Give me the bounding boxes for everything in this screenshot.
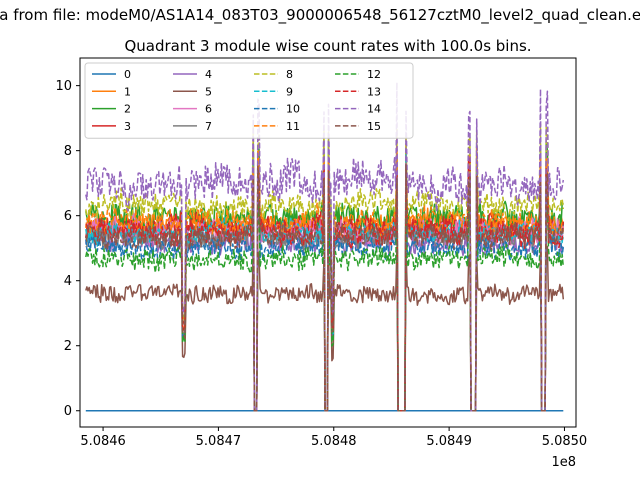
x-tick-label: 5.0849 — [426, 434, 472, 449]
legend-label-4: 4 — [205, 68, 212, 81]
legend-label-6: 6 — [205, 103, 212, 116]
x-tick-label: 5.0848 — [311, 434, 357, 449]
x-tick-label: 5.0846 — [80, 434, 126, 449]
series-line-15 — [85, 164, 565, 412]
y-tick-label: 10 — [55, 79, 72, 94]
y-tick-label: 8 — [64, 144, 72, 159]
legend-label-2: 2 — [124, 103, 131, 116]
legend-label-7: 7 — [205, 120, 212, 133]
legend-label-5: 5 — [205, 85, 212, 98]
legend-label-3: 3 — [124, 120, 131, 133]
x-tick-label: 5.0850 — [542, 434, 588, 449]
y-tick-label: 0 — [64, 404, 72, 419]
y-axis: 0 2 4 6 8 10 — [55, 79, 80, 419]
legend-label-0: 0 — [124, 68, 131, 81]
legend-label-9: 9 — [286, 85, 293, 98]
legend-label-1: 1 — [124, 85, 131, 98]
plot-frame — [79, 57, 577, 428]
axes-title: Quadrant 3 module wise count rates with … — [124, 37, 531, 55]
x-axis: 5.0846 5.0847 5.0848 5.0849 5.0850 — [80, 427, 587, 449]
figure-suptitle: ata from file: modeM0/AS1A14_083T03_9000… — [0, 6, 640, 25]
legend-label-13: 13 — [367, 85, 381, 98]
legend-box — [84, 62, 414, 139]
y-tick-label: 2 — [64, 339, 72, 354]
legend-label-14: 14 — [367, 103, 381, 116]
legend-label-12: 12 — [367, 68, 381, 81]
y-tick-label: 6 — [64, 209, 72, 224]
legend-label-8: 8 — [286, 68, 293, 81]
y-tick-label: 4 — [64, 274, 72, 289]
series-layer — [85, 81, 565, 412]
x-offset-label: 1e8 — [551, 455, 576, 470]
legend-label-10: 10 — [286, 103, 300, 116]
legend-label-11: 11 — [286, 120, 300, 133]
legend-label-15: 15 — [367, 120, 381, 133]
x-tick-label: 5.0847 — [196, 434, 242, 449]
